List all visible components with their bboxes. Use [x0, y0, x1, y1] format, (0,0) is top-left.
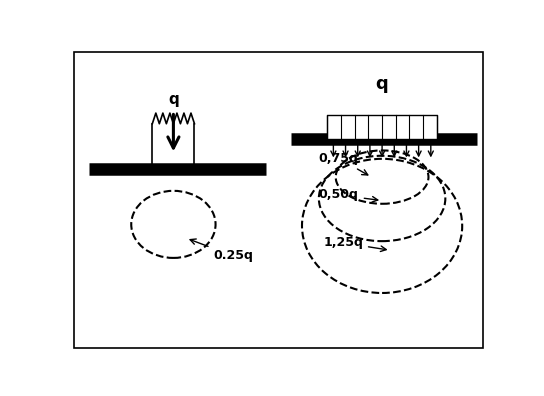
- Text: q: q: [168, 92, 179, 107]
- Text: 1,25q: 1,25q: [323, 236, 386, 251]
- Text: q: q: [376, 75, 388, 93]
- Text: 0,50q: 0,50q: [319, 188, 378, 202]
- Bar: [327, 114, 437, 139]
- Text: 0,75q: 0,75q: [319, 152, 368, 175]
- Text: 0.25q: 0.25q: [190, 239, 254, 263]
